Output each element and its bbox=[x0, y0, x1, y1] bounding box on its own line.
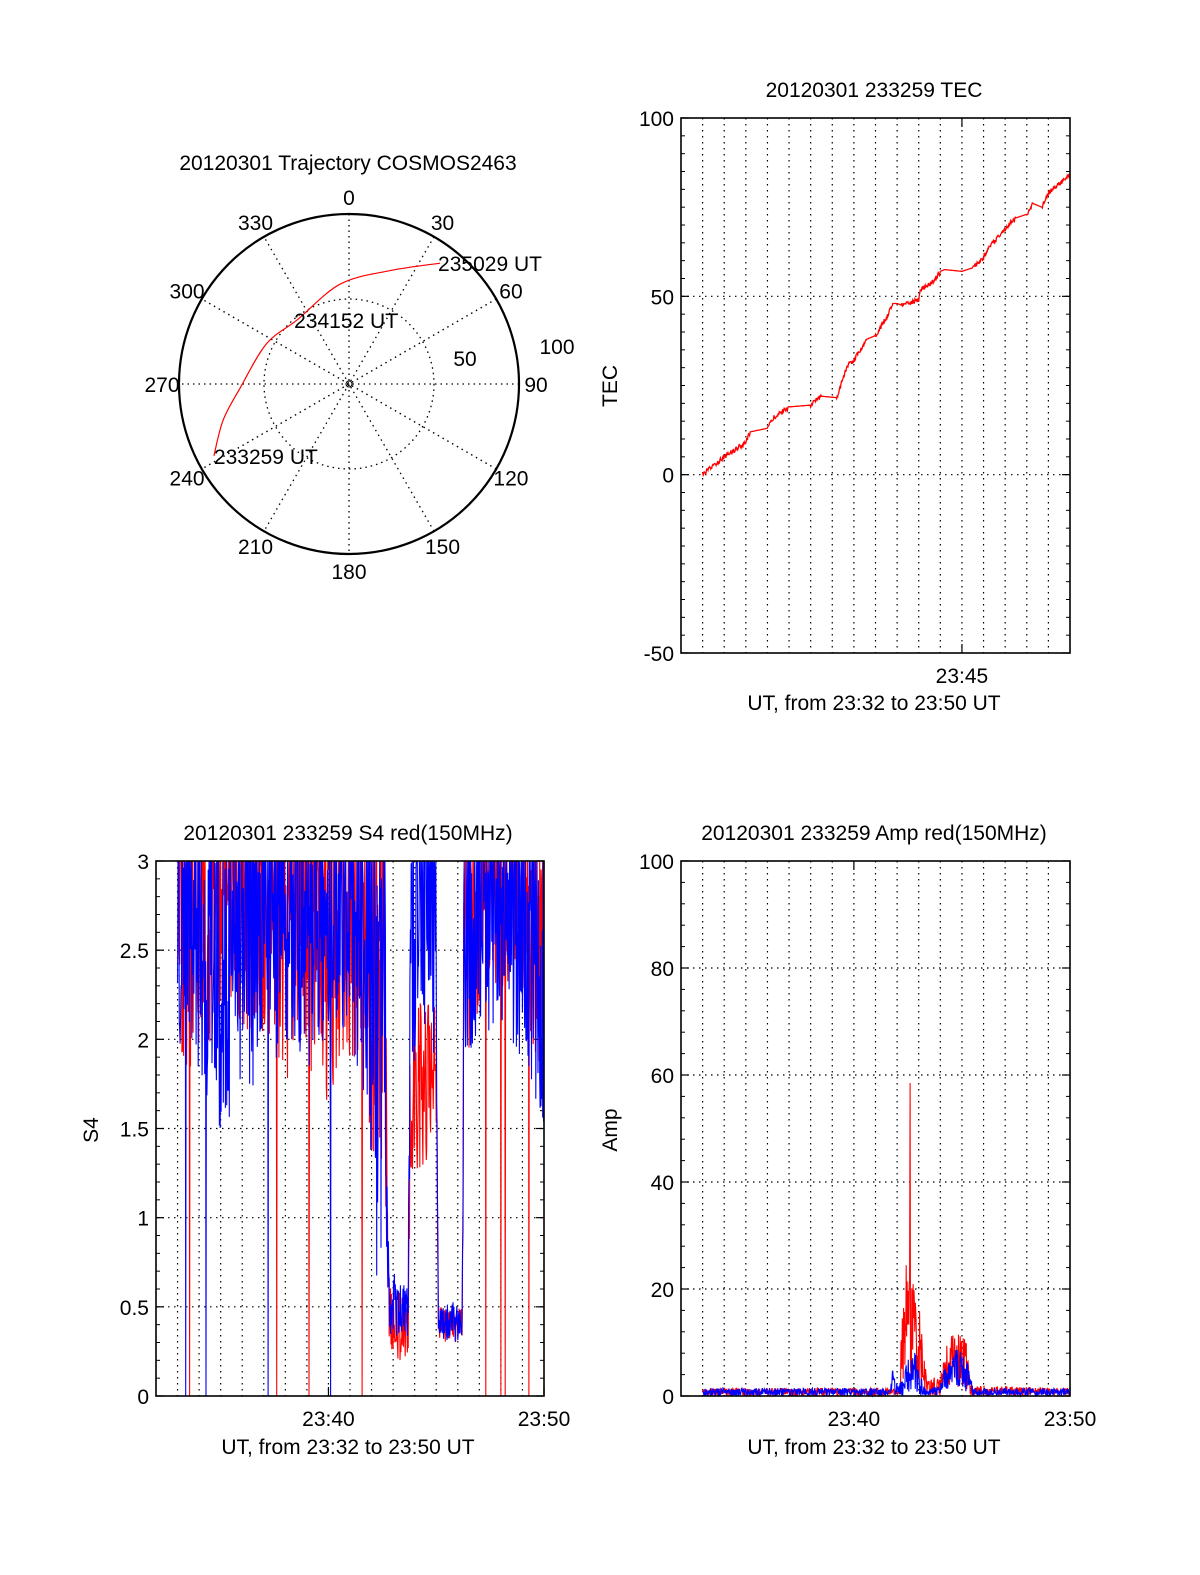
y-tick-label: 100 bbox=[639, 108, 674, 131]
plot-frame bbox=[155, 860, 545, 1397]
x-tick-label: 23:40 bbox=[828, 1408, 881, 1431]
polar-center-marker bbox=[345, 380, 353, 388]
y-tick-label: 0 bbox=[137, 1386, 149, 1409]
polar-ring-gridline-50 bbox=[263, 298, 435, 470]
y-tick-label: 3 bbox=[137, 851, 149, 874]
azimuth-tick-label: 300 bbox=[170, 281, 205, 304]
y-tick-label: 2.5 bbox=[120, 940, 149, 963]
azimuth-tick-label: 90 bbox=[524, 374, 547, 397]
amp-title: 20120301 233259 Amp red(150MHz) bbox=[701, 822, 1047, 845]
azimuth-tick-label: 240 bbox=[170, 468, 205, 491]
amp-x-label: UT, from 23:32 to 23:50 UT bbox=[747, 1436, 1000, 1459]
amp-panel: 20120301 233259 Amp red(150MHz) Amp UT, … bbox=[599, 822, 1096, 1459]
trajectory-time-annotation: 234152 UT bbox=[294, 310, 398, 333]
y-tick-label: 60 bbox=[651, 1065, 674, 1088]
azimuth-tick-label: 270 bbox=[144, 374, 179, 397]
y-tick-label: 20 bbox=[651, 1279, 674, 1302]
azimuth-tick-label: 330 bbox=[238, 212, 273, 235]
x-tick-label: 23:40 bbox=[302, 1408, 355, 1431]
y-tick-label: 0.5 bbox=[120, 1297, 149, 1320]
radial-tick-label: 50 bbox=[453, 348, 476, 371]
tec-series-line bbox=[701, 173, 1071, 478]
s4-x-label: UT, from 23:32 to 23:50 UT bbox=[221, 1436, 474, 1459]
polar-outer-ring bbox=[177, 212, 521, 556]
azimuth-tick-label: 180 bbox=[331, 561, 366, 584]
trajectory-time-annotation: 233259 UT bbox=[214, 446, 318, 469]
trajectory-time-annotation: 235029 UT bbox=[438, 253, 542, 276]
azimuth-tick-label: 60 bbox=[499, 281, 522, 304]
y-tick-label: 0 bbox=[662, 1386, 674, 1409]
plot-frame bbox=[680, 117, 1071, 654]
x-tick-label: 23:50 bbox=[518, 1408, 571, 1431]
azimuth-tick-label: 30 bbox=[431, 212, 454, 235]
radial-tick-label: 100 bbox=[539, 336, 574, 359]
tec-title: 20120301 233259 TEC bbox=[766, 79, 983, 102]
y-tick-label: 0 bbox=[662, 465, 674, 488]
polar-title: 20120301 Trajectory COSMOS2463 bbox=[179, 152, 516, 175]
polar-trajectory-panel: 20120301 Trajectory COSMOS2463 0 30 60 90 12… bbox=[144, 152, 574, 584]
x-tick-label: 23:45 bbox=[936, 665, 989, 688]
y-tick-label: 2 bbox=[137, 1029, 149, 1052]
y-tick-label: -50 bbox=[644, 643, 674, 666]
amp-red-series-line bbox=[702, 1082, 1071, 1398]
s4-title: 20120301 233259 S4 red(150MHz) bbox=[183, 822, 512, 845]
amp-y-label: Amp bbox=[599, 1108, 622, 1151]
y-tick-label: 1.5 bbox=[120, 1119, 149, 1142]
y-tick-label: 100 bbox=[639, 851, 674, 874]
y-tick-label: 40 bbox=[651, 1172, 674, 1195]
tec-x-label: UT, from 23:32 to 23:50 UT bbox=[747, 692, 1000, 715]
amp-blue-series-line bbox=[702, 1349, 1071, 1398]
plot-frame bbox=[680, 860, 1071, 1397]
s4-panel: 20120301 233259 S4 red(150MHz) S4 UT, fr… bbox=[80, 822, 570, 1459]
x-tick-label: 23:50 bbox=[1044, 1408, 1097, 1431]
y-tick-label: 1 bbox=[137, 1208, 149, 1231]
tec-y-label: TEC bbox=[599, 365, 622, 407]
s4-y-label: S4 bbox=[80, 1117, 103, 1143]
azimuth-tick-label: 210 bbox=[238, 536, 273, 559]
tec-panel: 20120301 233259 TEC TEC UT, from 23:32 t… bbox=[599, 79, 1071, 715]
y-tick-label: 50 bbox=[651, 286, 674, 309]
y-tick-label: 80 bbox=[651, 958, 674, 981]
azimuth-tick-label: 0 bbox=[343, 187, 355, 210]
trajectory-line bbox=[213, 262, 441, 456]
azimuth-tick-label: 150 bbox=[425, 536, 460, 559]
azimuth-tick-label: 120 bbox=[493, 468, 528, 491]
